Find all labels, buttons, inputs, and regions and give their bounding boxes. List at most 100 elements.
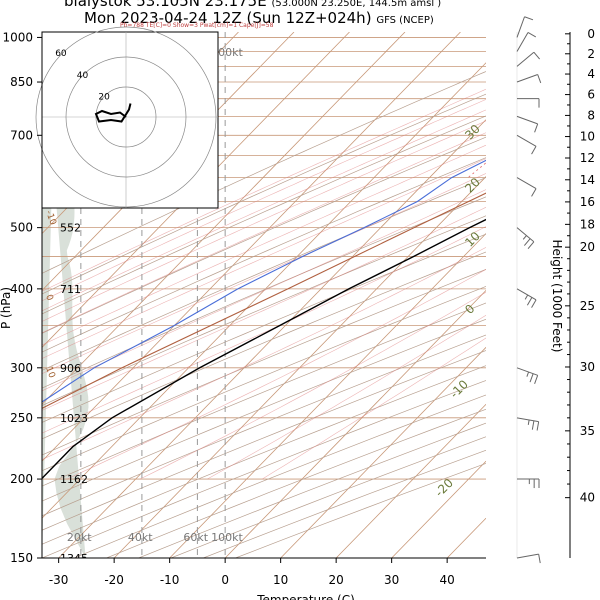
- wind-barb-shaft: [516, 553, 539, 559]
- isotherm-line: [42, 32, 406, 405]
- y-tick-label: 300: [10, 361, 33, 375]
- wind-barb-shaft: [516, 227, 535, 243]
- moist-adiabat: [139, 291, 486, 480]
- x-tick-label: 40: [440, 573, 455, 587]
- wind-barb-flag: [538, 554, 541, 564]
- temperature-profile: [42, 218, 486, 480]
- geopotential-label: 1162: [60, 473, 88, 486]
- wind-barb-shaft: [516, 417, 539, 423]
- wind-barb-flag: [527, 241, 535, 249]
- isotherm-line: [42, 32, 350, 348]
- height-tick-label: 10: [580, 130, 595, 144]
- x-tick-label: 20: [329, 573, 344, 587]
- wind-barb-flag: [523, 238, 531, 246]
- geopotential-label: 1345: [60, 552, 88, 565]
- isotherm-line: [42, 62, 486, 519]
- wind-barb: [516, 288, 537, 308]
- dry-adiabat: [42, 71, 486, 274]
- dry-adiabat: [42, 136, 486, 334]
- hodograph-ring: [35, 26, 217, 208]
- height-tick-label: 4: [587, 67, 595, 81]
- wind-barb-flag: [533, 51, 541, 60]
- y-tick-label: 250: [10, 411, 33, 425]
- wind-barb-flag: [531, 146, 537, 155]
- wind-barb-half-flag: [527, 419, 530, 425]
- dry-adiabat: [42, 233, 486, 423]
- height-tick-label: 12: [580, 151, 595, 165]
- dry-adiabat-label: 10: [43, 365, 56, 379]
- wind-barb-shaft: [516, 288, 537, 301]
- stability-indices: Pb=788 TE[C]=0 Show=3 Pwat[cm]=1 Cape[J]…: [120, 22, 274, 29]
- wind-barb-half-flag: [526, 371, 530, 377]
- dry-adiabat: [202, 449, 486, 558]
- wind-barb-shaft: [516, 16, 525, 38]
- y-tick-label: 200: [10, 472, 33, 486]
- height-axis-title: Height (1000 Feet): [550, 240, 564, 353]
- height-tick-label: 30: [580, 360, 595, 374]
- y-tick-label: 500: [10, 221, 33, 235]
- model-name: GFS (NCEP): [376, 15, 434, 26]
- wind-barb-half-flag: [522, 235, 527, 240]
- moist-adiabat: [42, 247, 486, 460]
- isotherm-line: [280, 346, 486, 558]
- y-tick-label: 150: [10, 551, 33, 565]
- wind-barb-flag: [527, 32, 537, 38]
- geopotential-label: 1023: [60, 412, 88, 425]
- wind-barb: [516, 115, 539, 133]
- x-tick-label: 30: [384, 573, 399, 587]
- moist-adiabat: [42, 132, 486, 334]
- dry-adiabat: [42, 286, 486, 472]
- wind-barb-flag: [536, 421, 540, 431]
- dry-adiabat: [42, 115, 486, 315]
- hodograph-ring-label: 20: [98, 92, 110, 102]
- moist-adiabat: [42, 173, 486, 375]
- wind-barb-shaft: [516, 367, 538, 376]
- dry-adiabat: [42, 93, 486, 295]
- moist-adiabat: [42, 88, 486, 292]
- dry-adiabat: [42, 334, 486, 517]
- isotherm-line: [391, 460, 486, 558]
- geopotential-label: 906: [60, 362, 81, 375]
- dry-adiabat: [42, 318, 486, 502]
- wind-barb-flag: [531, 299, 537, 308]
- moist-adiabat: [42, 120, 486, 322]
- isotherm-line: [335, 403, 486, 558]
- y-tick-label: 850: [10, 75, 33, 89]
- x-tick-label: 10: [273, 573, 288, 587]
- dry-adiabat: [42, 177, 486, 371]
- dry-adiabat: [42, 302, 486, 487]
- x-tick-label: -20: [104, 573, 124, 587]
- dry-adiabat: [42, 365, 486, 545]
- moist-adiabat: [42, 144, 486, 346]
- height-tick-label: 40: [580, 491, 595, 505]
- station-name: bialystok 53.105N 23.175E: [64, 0, 267, 10]
- moist-adiabat: [66, 269, 486, 480]
- hodograph-ring: [95, 86, 157, 148]
- isotherm-label: 0: [462, 302, 477, 317]
- dry-adiabat: [42, 215, 486, 406]
- height-tick-label: 20: [580, 240, 595, 254]
- y-tick-label: 700: [10, 128, 33, 142]
- dry-adiabat: [234, 463, 486, 558]
- hodograph-trace: [94, 103, 132, 123]
- dry-adiabat: [42, 196, 486, 389]
- hodograph-inset: 20 40 60: [35, 26, 219, 209]
- y-tick-label: 1000: [2, 30, 33, 44]
- wind-barb-flag: [531, 188, 537, 197]
- geopotential-label: 552: [60, 222, 81, 235]
- height-tick-label: 6: [587, 88, 595, 102]
- wind-barb: [516, 177, 537, 197]
- dry-adiabat-label: -10: [43, 209, 58, 226]
- isotherm-label: 10: [462, 229, 483, 250]
- wind-barb-flag: [526, 297, 533, 306]
- dry-adiabat: [42, 350, 486, 531]
- wind-barb: [516, 417, 540, 431]
- wind-speed-label-bottom: 60kt: [183, 531, 208, 544]
- height-tick-label: 16: [580, 195, 595, 209]
- wind-barb-shaft: [516, 134, 537, 147]
- wind-barb: [516, 16, 534, 38]
- wind-barb: [516, 74, 542, 84]
- wind-barb-shaft: [516, 51, 535, 67]
- wind-barb-flag: [537, 74, 542, 84]
- moist-adiabat: [42, 109, 486, 312]
